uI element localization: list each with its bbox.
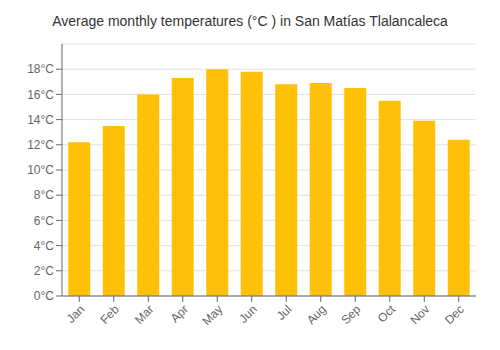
svg-text:Aug: Aug bbox=[304, 302, 329, 327]
svg-text:Feb: Feb bbox=[97, 302, 122, 327]
svg-text:2°C: 2°C bbox=[34, 264, 54, 278]
svg-text:4°C: 4°C bbox=[34, 239, 54, 253]
html-text:Average monthly temperatures (: Average monthly temperatures (°C ) in Sa… bbox=[52, 13, 448, 29]
svg-text:Sep: Sep bbox=[338, 302, 363, 327]
svg-text:16°C: 16°C bbox=[27, 88, 54, 102]
svg-text:Oct: Oct bbox=[375, 302, 399, 326]
svg-text:10°C: 10°C bbox=[27, 163, 54, 177]
svg-text:18°C: 18°C bbox=[27, 62, 54, 76]
svg-text:Nov: Nov bbox=[407, 302, 432, 327]
svg-text:Mar: Mar bbox=[132, 302, 157, 327]
svg-text:Apr: Apr bbox=[168, 302, 191, 325]
svg-text:Jan: Jan bbox=[64, 302, 88, 326]
svg-text:14°C: 14°C bbox=[27, 113, 54, 127]
svg-text:12°C: 12°C bbox=[27, 138, 54, 152]
svg-text:May: May bbox=[199, 302, 225, 328]
svg-text:Dec: Dec bbox=[442, 302, 467, 327]
svg-text:6°C: 6°C bbox=[34, 214, 54, 228]
svg-text:0°C: 0°C bbox=[34, 289, 54, 303]
svg-text:Jul: Jul bbox=[274, 302, 295, 323]
svg-text:8°C: 8°C bbox=[34, 188, 54, 202]
svg-text:Jun: Jun bbox=[236, 302, 260, 326]
